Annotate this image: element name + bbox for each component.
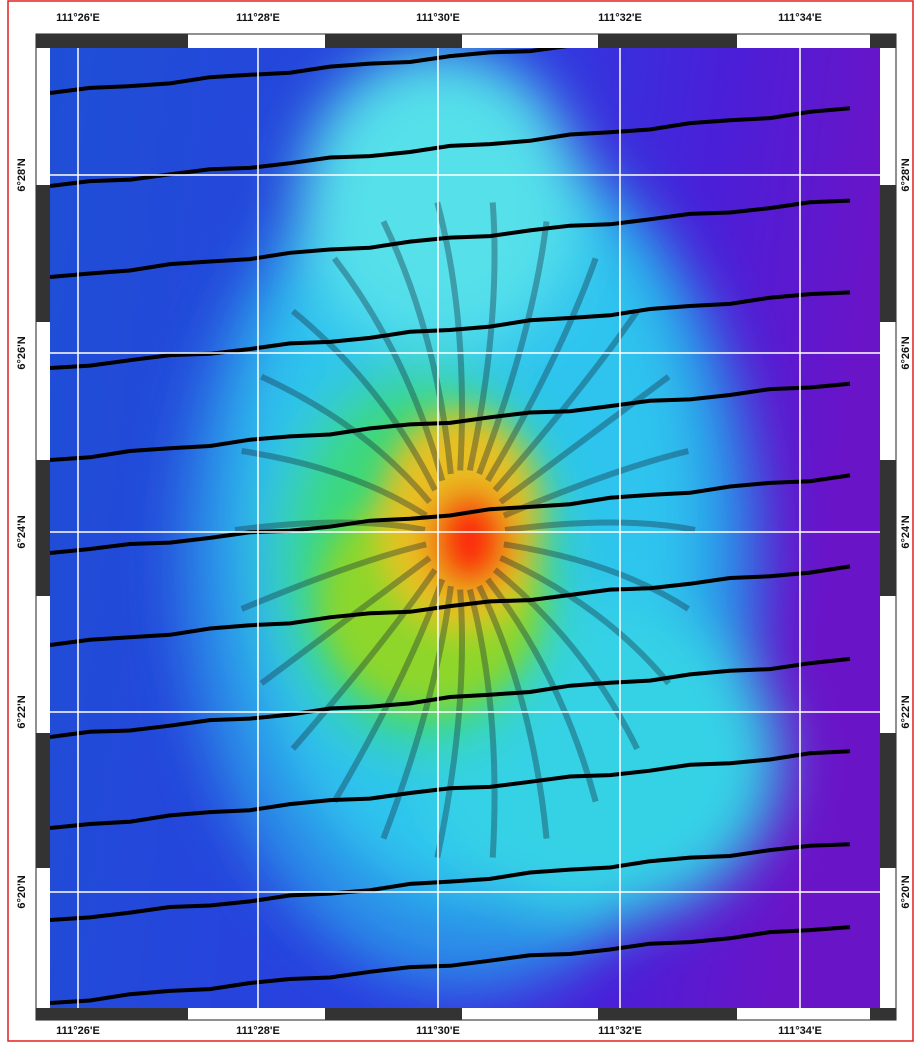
lon-label-top: 111°30'E — [416, 12, 460, 24]
lon-label-bottom: 111°26'E — [56, 1025, 100, 1037]
lon-label-top: 111°28'E — [236, 12, 280, 24]
bathymetry — [50, 19, 880, 1008]
lon-label-bottom: 111°30'E — [416, 1025, 460, 1037]
lon-label-bottom: 111°32'E — [598, 1025, 642, 1037]
lat-label-right: 6°24'N — [900, 515, 912, 548]
lat-label-left: 6°20'N — [16, 875, 28, 908]
lat-label-right: 6°26'N — [900, 336, 912, 369]
map-page: 111°26'E 111°26'E 111°28'E 111°28'E 111°30'E… — [0, 0, 914, 1042]
lat-label-left: 6°22'N — [16, 695, 28, 728]
lat-label-left: 6°26'N — [16, 336, 28, 369]
lon-label-top: 111°32'E — [598, 12, 642, 24]
lon-label-bottom: 111°34'E — [778, 1025, 822, 1037]
map: 111°26'E 111°26'E 111°28'E 111°28'E 111°30'E… — [0, 0, 914, 1042]
lat-label-right: 6°22'N — [900, 695, 912, 728]
lat-label-right: 6°28'N — [900, 158, 912, 191]
lat-label-left: 6°28'N — [16, 158, 28, 191]
lat-label-right: 6°20'N — [900, 875, 912, 908]
lat-label-left: 6°24'N — [16, 515, 28, 548]
lon-label-bottom: 111°28'E — [236, 1025, 280, 1037]
lon-label-top: 111°26'E — [56, 12, 100, 24]
lon-label-top: 111°34'E — [778, 12, 822, 24]
